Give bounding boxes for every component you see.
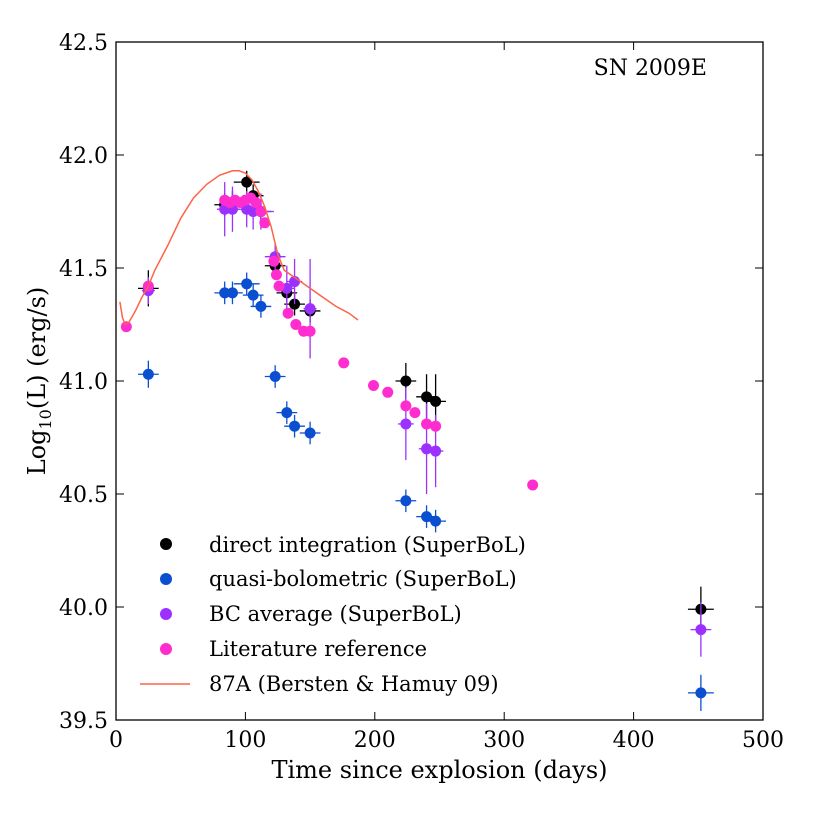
data-point xyxy=(281,407,293,419)
y-tick-label: 41.0 xyxy=(59,370,108,395)
data-point xyxy=(247,289,259,301)
data-point xyxy=(269,370,281,382)
legend-label-87a: 87A (Bersten & Hamuy 09) xyxy=(209,672,499,696)
y-tick-label: 42.5 xyxy=(59,31,108,56)
y-axis-label: Log10(L) (erg/s) xyxy=(23,287,55,476)
data-point xyxy=(400,418,412,430)
data-point xyxy=(241,278,253,290)
legend-label-direct-integration: direct integration (SuperBoL) xyxy=(209,533,526,557)
legend-marker-bc-average xyxy=(160,608,172,620)
ticks-layer: 0 100 200 300 400 500 39.5 40.0 40.5 41.0 41.5 42.0… xyxy=(59,31,784,753)
y-axis-label-subscript: 10 xyxy=(36,409,55,429)
data-point xyxy=(289,420,301,432)
legend-marker-direct-integration xyxy=(160,538,172,550)
data-point xyxy=(421,391,433,403)
data-point xyxy=(120,321,132,333)
data-point xyxy=(250,196,262,208)
data-point xyxy=(421,511,433,523)
data-point xyxy=(695,687,707,699)
data-point xyxy=(430,445,442,457)
legend: direct integration (SuperBoL) quasi-bolo… xyxy=(140,533,526,696)
data-point xyxy=(304,303,316,315)
y-axis-label-rest: (L) (erg/s) xyxy=(23,287,51,409)
data-point xyxy=(430,420,442,432)
series-quasi-bolometric-superbol xyxy=(137,272,714,711)
x-tick-label: 400 xyxy=(613,728,655,753)
x-tick-label: 500 xyxy=(742,728,784,753)
x-tick-label: 200 xyxy=(354,728,396,753)
data-point xyxy=(400,375,412,387)
data-point xyxy=(304,427,316,439)
data-point xyxy=(290,319,302,330)
data-point xyxy=(338,357,350,369)
x-axis-label: Time since explosion (days) xyxy=(271,756,607,784)
y-tick-label: 40.0 xyxy=(59,596,108,621)
data-point xyxy=(409,407,421,419)
data-point xyxy=(268,255,280,267)
data-point xyxy=(527,479,539,491)
y-tick-label: 41.5 xyxy=(59,257,108,282)
legend-label-literature-reference: Literature reference xyxy=(209,637,427,661)
data-point xyxy=(270,269,282,281)
series-line-87a xyxy=(119,170,359,326)
data-point xyxy=(142,368,154,380)
series-literature-reference xyxy=(120,192,539,491)
annotation-label: SN 2009E xyxy=(594,56,707,81)
legend-label-bc-average: BC average (SuperBoL) xyxy=(209,602,462,626)
data-point xyxy=(695,624,707,636)
data-point xyxy=(430,515,442,527)
legend-label-quasi-bolometric: quasi-bolometric (SuperBoL) xyxy=(209,567,517,591)
data-point xyxy=(255,300,267,312)
legend-marker-quasi-bolometric xyxy=(160,573,172,585)
series-layer xyxy=(119,170,714,711)
y-tick-label: 39.5 xyxy=(59,709,108,734)
data-point xyxy=(259,217,271,229)
x-tick-label: 300 xyxy=(483,728,525,753)
y-tick-label: 42.0 xyxy=(59,144,108,169)
x-tick-label: 0 xyxy=(109,728,123,753)
y-tick-label: 40.5 xyxy=(59,483,108,508)
data-point xyxy=(255,206,267,217)
data-point xyxy=(226,287,238,299)
data-point xyxy=(421,418,433,430)
x-tick-label: 100 xyxy=(224,728,266,753)
data-point xyxy=(304,325,316,337)
data-point xyxy=(282,307,294,319)
data-point xyxy=(368,380,380,392)
series-direct-integration-superbol xyxy=(137,170,714,632)
data-point xyxy=(382,386,394,398)
series-87a-bersten-hamuy-09 xyxy=(119,170,359,326)
data-point xyxy=(273,280,285,292)
y-axis-label-main: Log xyxy=(23,430,51,476)
data-point xyxy=(400,495,412,507)
data-point xyxy=(430,395,442,407)
data-point xyxy=(241,176,253,188)
data-point xyxy=(400,400,412,412)
legend-marker-literature-reference xyxy=(160,643,172,655)
